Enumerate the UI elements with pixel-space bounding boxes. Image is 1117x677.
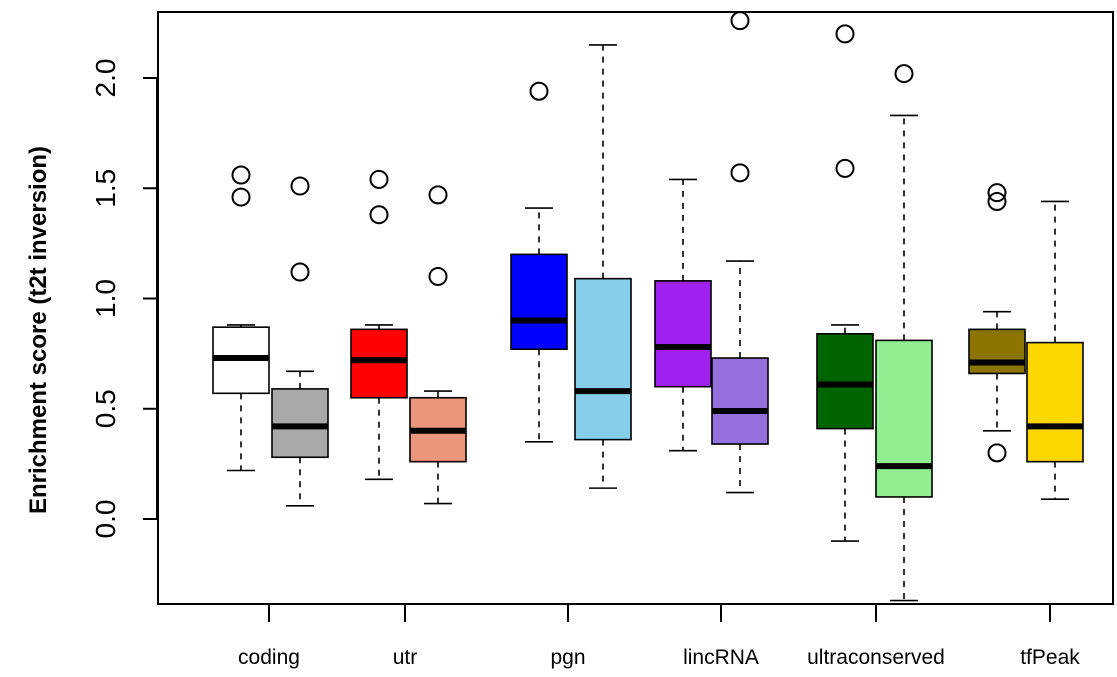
outlier-point bbox=[835, 158, 855, 178]
box-lincRNA-b bbox=[711, 11, 769, 494]
iqr-box bbox=[510, 253, 568, 351]
outlier-point bbox=[987, 443, 1007, 463]
y-tick-label: 1.0 bbox=[90, 279, 121, 318]
box-utr-b bbox=[409, 185, 467, 505]
iqr-box bbox=[654, 280, 712, 388]
outlier-point bbox=[369, 169, 389, 189]
iqr-box bbox=[816, 332, 874, 430]
iqr-box bbox=[350, 328, 408, 399]
outlier-point bbox=[231, 187, 251, 207]
iqr-box bbox=[711, 357, 769, 445]
y-axis: 0.0 0.5 1.0 1.5 2.0 bbox=[90, 59, 158, 539]
outlier-point bbox=[231, 165, 251, 185]
outlier-point bbox=[730, 11, 750, 31]
outlier-point bbox=[894, 64, 914, 84]
box-ultraconserved-a bbox=[816, 24, 874, 542]
x-tick-label: coding bbox=[238, 646, 300, 669]
outlier-point bbox=[987, 183, 1007, 203]
iqr-box bbox=[1026, 341, 1084, 463]
box-tfPeak-a bbox=[968, 183, 1026, 463]
box-coding-a bbox=[212, 165, 270, 472]
box-tfPeak-b bbox=[1026, 200, 1084, 500]
x-tick-label: ultraconserved bbox=[807, 646, 945, 669]
x-tick-label: lincRNA bbox=[683, 646, 759, 669]
outlier-point bbox=[290, 176, 310, 196]
outlier-point bbox=[428, 185, 448, 205]
outlier-point bbox=[529, 81, 549, 101]
iqr-box bbox=[875, 339, 933, 498]
outlier-point bbox=[369, 205, 389, 225]
y-tick-label: 0.0 bbox=[90, 500, 121, 539]
box-coding-b bbox=[271, 176, 329, 507]
outlier-point bbox=[987, 191, 1007, 211]
outlier-point bbox=[290, 262, 310, 282]
box-utr-a bbox=[350, 169, 408, 481]
x-tick-label: tfPeak bbox=[1020, 646, 1080, 669]
plot-frame bbox=[157, 11, 1114, 605]
box-pgn-b bbox=[574, 44, 632, 489]
x-axis: coding utr pgn lincRNA ultraconserved tfPeak bbox=[238, 604, 1080, 669]
box-pgn-a bbox=[510, 81, 568, 443]
box-series bbox=[212, 11, 1084, 602]
iqr-box bbox=[574, 277, 632, 441]
x-tick-label: pgn bbox=[550, 646, 585, 669]
y-tick-label: 2.0 bbox=[90, 59, 121, 98]
outlier-point bbox=[730, 163, 750, 183]
outlier-point bbox=[428, 266, 448, 286]
y-tick-label: 1.5 bbox=[90, 169, 121, 208]
iqr-box bbox=[271, 388, 329, 459]
x-tick-label: utr bbox=[393, 646, 418, 669]
y-axis-label: Enrichment score (t2t inversion) bbox=[25, 146, 52, 514]
y-tick-label: 0.5 bbox=[90, 389, 121, 428]
outlier-point bbox=[835, 24, 855, 44]
box-lincRNA-a bbox=[654, 178, 712, 452]
iqr-box bbox=[968, 328, 1026, 375]
box-ultraconserved-b bbox=[875, 64, 933, 602]
